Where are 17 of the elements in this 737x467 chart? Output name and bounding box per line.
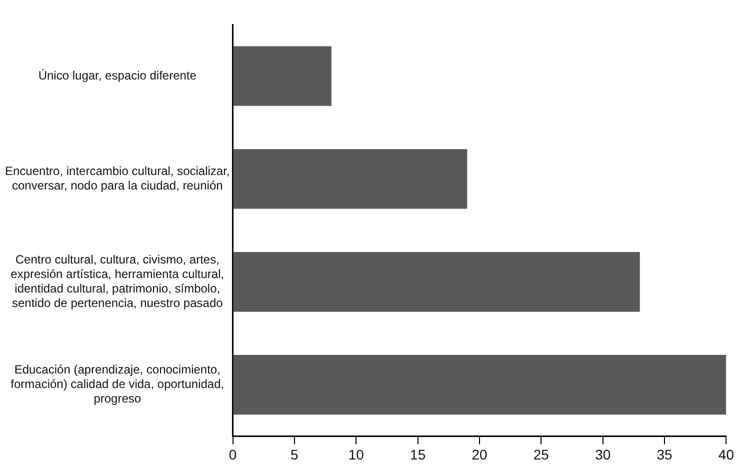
x-tick-label: 10 — [348, 446, 364, 462]
bar — [233, 354, 726, 415]
bar — [233, 252, 640, 312]
x-tick-label: 0 — [228, 446, 237, 462]
x-tick-label: 15 — [410, 446, 426, 462]
y-tick-label: Educación (aprendizaje, conocimiento, formación) calidad de vida, oportunidad, progreso — [10, 362, 224, 406]
y-tick-label: Centro cultural, cultura, civismo, artes, expresión artística, herramienta cultural, identidad cultural, patrimonio, símbolo, sentido de pertenencia, nuestro pasado — [10, 252, 224, 310]
x-tick-label: 40 — [718, 446, 734, 462]
x-tick-label: 5 — [290, 446, 299, 462]
x-tick-label: 35 — [656, 446, 673, 462]
bar — [233, 149, 468, 209]
x-tick-label: 30 — [595, 446, 611, 462]
x-tick-label: 25 — [533, 446, 550, 462]
x-tick-label: 20 — [472, 446, 488, 462]
y-tick-label: Único lugar, espacio diferente — [38, 68, 197, 82]
y-tick-label: Encuentro, intercambio cultural, socializar, conversar, nodo para la ciudad, reunión — [4, 164, 230, 192]
bar — [233, 46, 332, 106]
